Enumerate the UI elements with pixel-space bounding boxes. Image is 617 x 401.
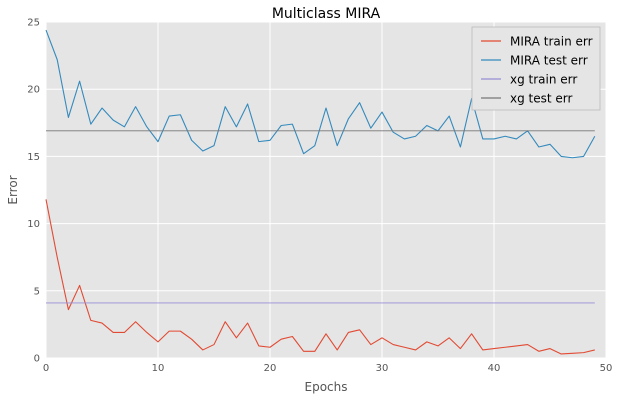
y-axis: 0 5 10 15 20 25 <box>27 18 40 365</box>
chart-title: Multiclass MIRA <box>272 6 381 22</box>
x-tick-label: 10 <box>152 363 165 374</box>
legend-label: MIRA train err <box>510 35 593 49</box>
x-tick-label: 50 <box>600 363 613 374</box>
y-tick-label: 5 <box>34 286 40 297</box>
y-tick-label: 20 <box>27 85 40 96</box>
x-axis: 0 10 20 30 40 50 <box>43 363 613 374</box>
legend-label: xg train err <box>510 73 577 87</box>
x-tick-label: 0 <box>43 363 49 374</box>
series-line-mira-test-err <box>45 29 596 159</box>
y-tick-label: 25 <box>27 18 40 29</box>
legend-label: MIRA test err <box>510 54 588 68</box>
y-tick-label: 10 <box>27 219 40 230</box>
x-tick-label: 20 <box>264 363 277 374</box>
x-tick-label: 30 <box>376 363 389 374</box>
x-axis-label: Epochs <box>305 380 348 394</box>
series-line-mira-train-err <box>45 199 595 355</box>
y-tick-label: 15 <box>27 152 40 163</box>
legend-label: xg test err <box>510 92 572 106</box>
legend-box <box>471 26 601 111</box>
y-axis-label: Error <box>6 175 20 204</box>
x-tick-label: 40 <box>488 363 501 374</box>
y-tick-label: 0 <box>34 354 40 365</box>
legend: MIRA train err MIRA test err xg train err x… <box>471 26 601 111</box>
series-layer <box>45 29 596 355</box>
